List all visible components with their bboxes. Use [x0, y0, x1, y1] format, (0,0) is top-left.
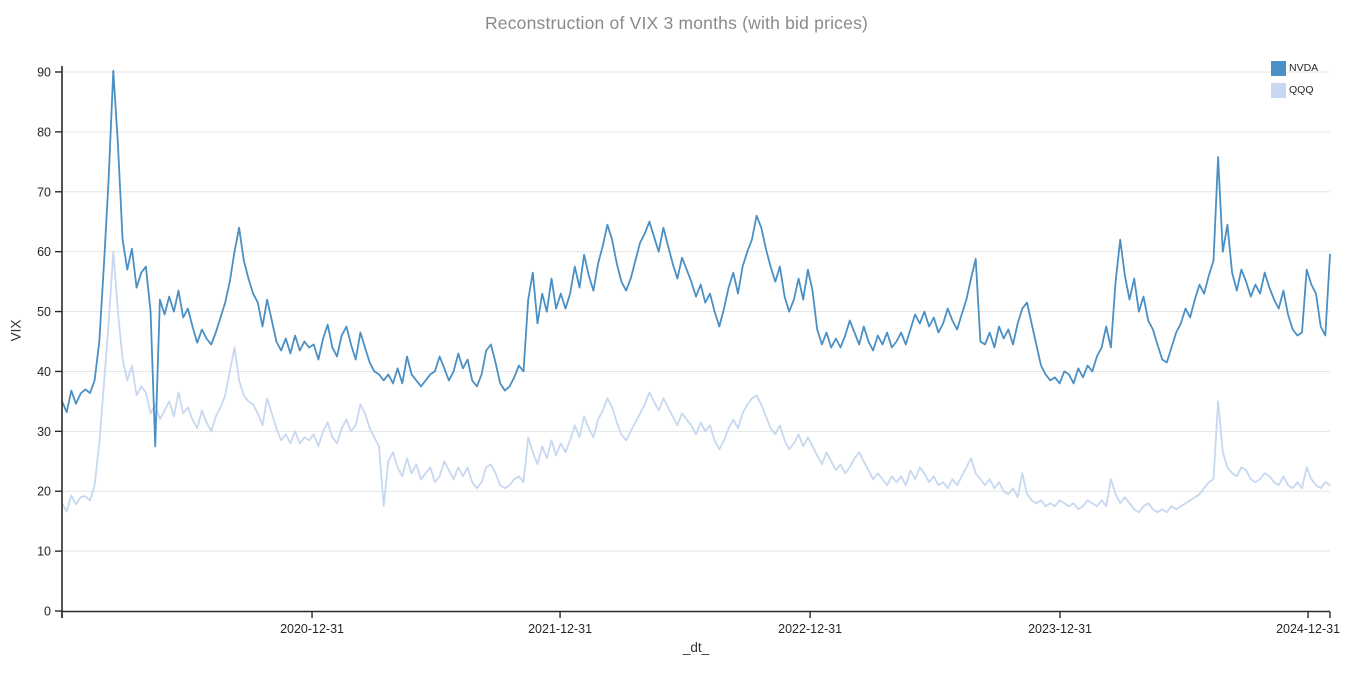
y-tick-label: 70	[37, 185, 51, 199]
y-tick-label: 0	[44, 605, 51, 619]
x-tick-label: 2024-12-31	[1276, 622, 1340, 636]
y-tick-label: 20	[37, 485, 51, 499]
x-axis-label: _dt_	[682, 640, 710, 655]
nvda-legend-label: NVDA	[1289, 62, 1319, 74]
x-tick-label: 2023-12-31	[1028, 622, 1092, 636]
y-tick-label: 80	[37, 125, 51, 139]
legend-item-qqq: QQQ	[1271, 82, 1318, 99]
legend: NVDA QQQ	[1271, 60, 1318, 104]
y-tick-label: 60	[37, 245, 51, 259]
nvda-series-line	[61, 69, 1331, 448]
qqq-series-line	[61, 250, 1331, 514]
y-tick-label: 10	[37, 545, 51, 559]
y-tick-label: 50	[37, 305, 51, 319]
y-tick-label: 90	[37, 66, 51, 80]
y-tick-label: 40	[37, 365, 51, 379]
x-tick-label: 2021-12-31	[528, 622, 592, 636]
legend-item-nvda: NVDA	[1271, 60, 1318, 77]
x-tick-label: 2020-12-31	[280, 622, 344, 636]
x-tick-label: 2022-12-31	[778, 622, 842, 636]
qqq-legend-label: QQQ	[1289, 84, 1314, 96]
chart-title: Reconstruction of VIX 3 months (with bid…	[484, 13, 869, 33]
nvda-legend-swatch	[1271, 61, 1286, 76]
y-tick-label: 30	[37, 425, 51, 439]
qqq-legend-swatch	[1271, 83, 1286, 98]
